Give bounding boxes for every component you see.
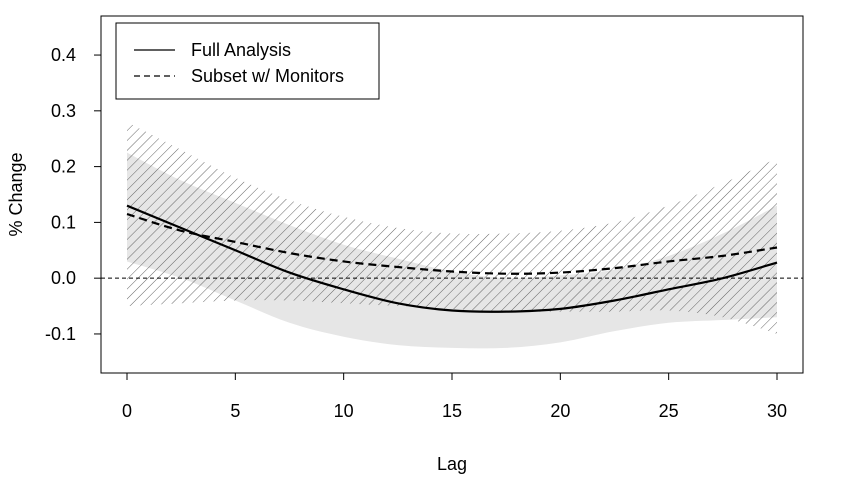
legend-label-subset-monitors: Subset w/ Monitors (191, 66, 344, 86)
x-axis-title: Lag (437, 454, 467, 474)
legend-box (115, 22, 380, 100)
x-tick-label: 5 (230, 401, 240, 421)
series-line-full-analysis (126, 204, 778, 313)
y-tick-label: 0.1 (51, 212, 76, 232)
y-tick-label: 0.4 (51, 45, 76, 65)
x-tick-label: 25 (659, 401, 679, 421)
x-tick-label: 0 (122, 401, 132, 421)
series-lines (126, 204, 778, 313)
x-tick-label: 15 (442, 401, 462, 421)
y-tick-label: 0.3 (51, 101, 76, 121)
y-axis: -0.1 0.0 0.1 0.2 0.3 0.4 (45, 45, 102, 344)
x-tick-label: 10 (334, 401, 354, 421)
y-tick-label: 0.2 (51, 157, 76, 177)
y-axis-title: % Change (6, 152, 26, 236)
confidence-bands (127, 121, 777, 349)
legend: Full Analysis Subset w/ Monitors (115, 22, 380, 100)
y-tick-label: 0.0 (51, 268, 76, 288)
x-tick-label: 20 (550, 401, 570, 421)
x-axis: 0 5 10 15 20 25 30 (122, 372, 787, 421)
series-line-subset-monitors (126, 212, 778, 275)
legend-label-full-analysis: Full Analysis (191, 40, 291, 60)
y-tick-label: -0.1 (45, 324, 76, 344)
x-tick-label: 30 (767, 401, 787, 421)
confidence-band-subset-monitors (127, 121, 777, 334)
